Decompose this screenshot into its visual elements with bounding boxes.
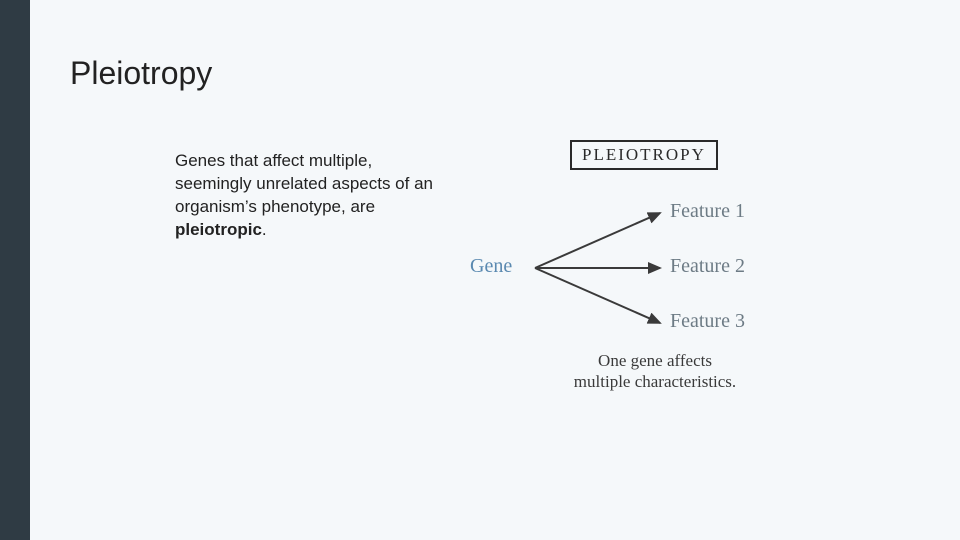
sidebar-accent xyxy=(0,0,30,540)
definition-text: Genes that affect multiple, seemingly un… xyxy=(175,150,435,242)
caption-line2: multiple characteristics. xyxy=(574,372,736,391)
caption-line1: One gene affects xyxy=(598,351,712,370)
arrows-svg xyxy=(470,140,870,440)
arrow-3 xyxy=(535,268,660,323)
definition-post: . xyxy=(262,220,267,239)
slide: Pleiotropy Genes that affect multiple, s… xyxy=(0,0,960,540)
definition-bold: pleiotropic xyxy=(175,220,262,239)
pleiotropy-diagram: PLEIOTROPY Gene Feature 1 Feature 2 Feat… xyxy=(470,140,870,440)
slide-title: Pleiotropy xyxy=(70,55,212,92)
definition-pre: Genes that affect multiple, seemingly un… xyxy=(175,151,433,216)
arrow-1 xyxy=(535,213,660,268)
diagram-caption: One gene affects multiple characteristic… xyxy=(525,350,785,393)
